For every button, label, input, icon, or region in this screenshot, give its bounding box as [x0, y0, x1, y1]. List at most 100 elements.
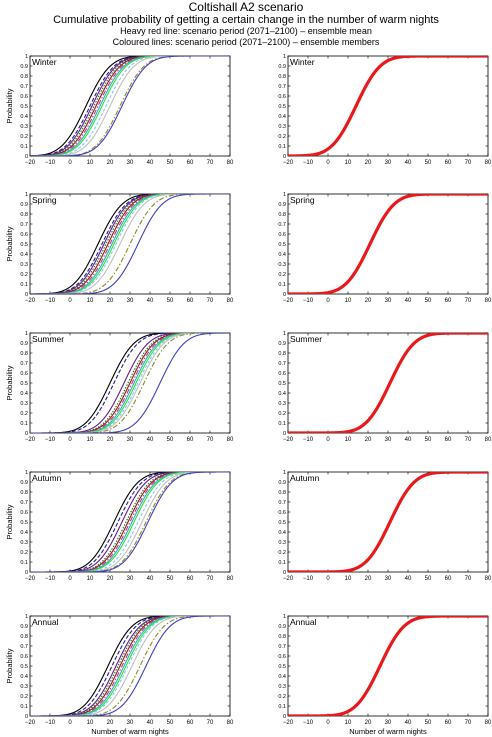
x-tick-label: 60 — [445, 298, 452, 304]
x-tick-label: 50 — [425, 160, 432, 166]
x-tick-label: 10 — [345, 298, 352, 304]
series-line-ensemble-mean — [288, 472, 488, 572]
series-line-member-5 — [30, 56, 230, 156]
x-tick-label: 60 — [445, 576, 452, 582]
x-tick-label: 0 — [326, 576, 330, 582]
x-tick-label: −10 — [45, 720, 56, 726]
y-tick-label: 0.8 — [20, 351, 28, 357]
y-tick-label: 0 — [283, 570, 286, 576]
x-tick-label: −20 — [283, 437, 294, 443]
x-tick-label: 70 — [465, 720, 472, 726]
chart-panel-summer-members: −20 −10 0 10 20 30 40 50 60 70 80 0 0.1 0.2 0.3 0.4 0.5 0… — [5, 331, 234, 443]
y-tick-label: 0 — [25, 431, 28, 437]
x-tick-label: 40 — [147, 437, 154, 443]
x-tick-label: 10 — [87, 437, 94, 443]
y-tick-label: 1 — [283, 192, 286, 198]
series-line-member-1 — [30, 194, 230, 294]
x-tick-label: 80 — [485, 160, 492, 166]
x-tick-label: 30 — [127, 437, 134, 443]
x-tick-label: 70 — [465, 298, 472, 304]
y-tick-label: 0.3 — [20, 540, 28, 546]
y-tick-label: 0.9 — [278, 64, 286, 70]
y-tick-label: 0.3 — [278, 540, 286, 546]
y-tick-label: 0.9 — [20, 64, 28, 70]
y-tick-label: 0 — [283, 292, 286, 298]
x-tick-label: 40 — [147, 298, 154, 304]
y-tick-label: 0.1 — [278, 144, 286, 150]
y-tick-label: 0.4 — [20, 674, 28, 680]
series-line-member-10 — [30, 194, 230, 294]
y-axis-label: Probability — [5, 88, 14, 123]
series-line-member-12 — [30, 472, 230, 572]
axes-box — [287, 332, 489, 434]
y-tick-label: 0 — [25, 292, 28, 298]
x-tick-label: 10 — [87, 160, 94, 166]
y-tick-label: 0 — [283, 154, 286, 160]
x-tick-label: 80 — [485, 720, 492, 726]
panel-title: Autumn — [290, 473, 320, 483]
y-tick-label: 0.6 — [20, 654, 28, 660]
series-line-member-2 — [30, 472, 230, 572]
series-line-ensemble-mean — [288, 616, 488, 716]
y-tick-label: 0.7 — [278, 361, 286, 367]
series-line-member-4 — [30, 616, 230, 716]
series-line-member-12 — [30, 616, 230, 716]
y-tick-label: 1 — [25, 614, 28, 620]
y-axis-label: Probability — [5, 365, 14, 400]
chart-panel-spring-members: −20 −10 0 10 20 30 40 50 60 70 80 0 0.1 0.2 0.3 0.4 0.5 0… — [5, 192, 234, 304]
legend-note-mean: Heavy red line: scenario period (2071–21… — [120, 26, 372, 36]
panel-title: Spring — [32, 195, 57, 205]
y-tick-label: 0.6 — [278, 510, 286, 516]
y-axis-label: Probability — [5, 226, 14, 261]
x-tick-label: −20 — [25, 437, 36, 443]
axes-box — [287, 471, 489, 573]
y-tick-label: 0.5 — [20, 242, 28, 248]
figure-subtitle: Cumulative probability of getting a cert… — [53, 14, 439, 26]
y-tick-label: 0.2 — [278, 694, 286, 700]
y-tick-label: 0.9 — [278, 480, 286, 486]
y-tick-label: 0.8 — [278, 351, 286, 357]
x-tick-label: 30 — [127, 298, 134, 304]
y-tick-label: 0 — [25, 154, 28, 160]
y-tick-label: 1 — [283, 614, 286, 620]
y-tick-label: 0.5 — [278, 381, 286, 387]
y-tick-label: 0.2 — [20, 134, 28, 140]
x-tick-label: 0 — [68, 437, 72, 443]
y-tick-label: 0.2 — [20, 694, 28, 700]
y-tick-label: 1 — [25, 192, 28, 198]
x-tick-label: 0 — [326, 437, 330, 443]
x-tick-label: 50 — [425, 298, 432, 304]
series-line-member-4 — [30, 472, 230, 572]
series-line-member-5 — [30, 472, 230, 572]
panel-title: Winter — [290, 57, 315, 67]
series-line-member-9 — [30, 472, 230, 572]
x-tick-label: 30 — [385, 160, 392, 166]
x-tick-label: 20 — [365, 576, 372, 582]
series-line-member-7 — [30, 194, 230, 294]
y-tick-label: 0.1 — [20, 704, 28, 710]
x-tick-label: 50 — [425, 437, 432, 443]
y-tick-label: 0.9 — [20, 480, 28, 486]
series-line-member-12 — [30, 333, 230, 433]
panel-title: Annual — [32, 617, 59, 627]
y-tick-label: 0.9 — [20, 341, 28, 347]
y-tick-label: 0.5 — [20, 381, 28, 387]
y-tick-label: 0.2 — [20, 550, 28, 556]
panel-title: Summer — [32, 334, 64, 344]
y-tick-label: 0.2 — [20, 411, 28, 417]
y-tick-label: 0.5 — [278, 242, 286, 248]
x-tick-label: −10 — [45, 576, 56, 582]
x-tick-label: 60 — [187, 720, 194, 726]
y-tick-label: 1 — [25, 54, 28, 60]
series-line-member-3 — [30, 616, 230, 716]
y-tick-label: 0.7 — [20, 222, 28, 228]
y-tick-label: 0.4 — [20, 114, 28, 120]
x-tick-label: 10 — [87, 720, 94, 726]
series-line-member-5 — [30, 194, 230, 294]
y-tick-label: 1 — [283, 470, 286, 476]
y-tick-label: 0.3 — [278, 262, 286, 268]
chart-panel-winter-members: −20 −10 0 10 20 30 40 50 60 70 80 0 0.1 0.2 0.3 0.4 0.5 0… — [5, 54, 234, 166]
y-tick-label: 0.8 — [278, 490, 286, 496]
x-tick-label: −10 — [45, 298, 56, 304]
y-tick-label: 0.1 — [278, 704, 286, 710]
